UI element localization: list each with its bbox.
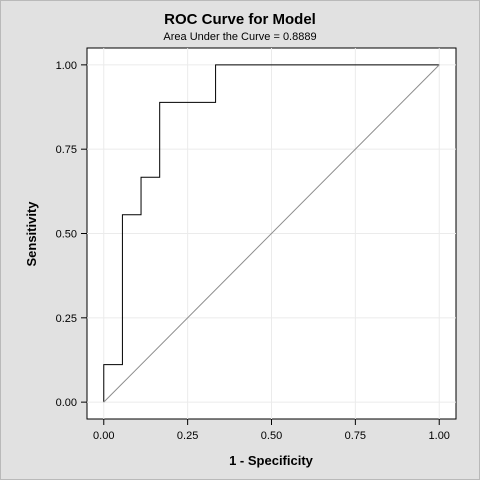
x-tick-label: 1.00 [429,430,450,442]
x-tick-label: 0.75 [345,430,366,442]
chart-subtitle: Area Under the Curve = 0.8889 [163,31,317,43]
y-tick-label: 0.50 [56,229,77,241]
y-tick-label: 0.00 [56,397,77,409]
chart-title: ROC Curve for Model [164,11,316,28]
x-tick-label: 0.25 [177,430,198,442]
x-tick-label: 0.50 [261,430,282,442]
y-tick-label: 1.00 [56,60,77,72]
y-axis-label: Sensitivity [24,201,39,267]
diagonal-reference-line [103,64,440,403]
axis-ticks: 0.00 0.25 0.50 0.75 1.00 0.00 0.25 0.50 0.75 1.00 [56,60,450,442]
y-tick-label: 0.75 [56,144,77,156]
x-tick-label: 0.00 [93,430,114,442]
series-lines [103,64,440,403]
roc-curve-line [103,64,440,403]
y-tick-label: 0.25 [56,313,77,325]
x-axis-label: 1 - Specificity [229,453,314,468]
